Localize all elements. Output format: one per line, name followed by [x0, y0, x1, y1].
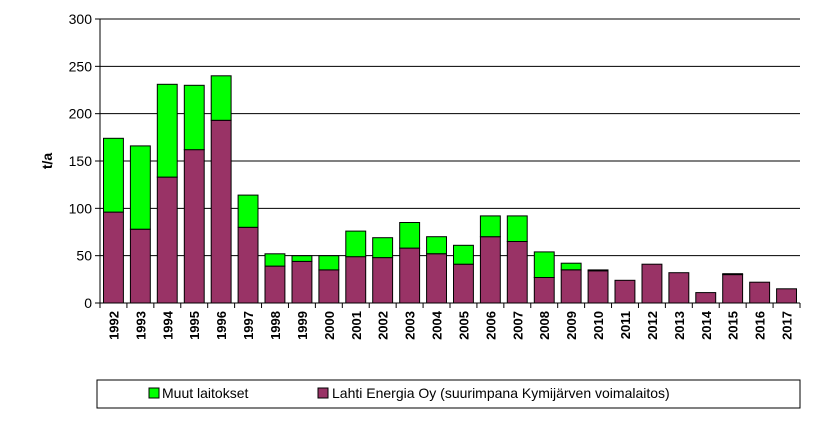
x-tick-label-1998: 1998: [268, 311, 283, 340]
bar-lahti-1996: [210, 119, 232, 304]
bar-lahti-1997: [237, 226, 259, 304]
bar-lahti-2011: [614, 279, 636, 304]
axes: [95, 18, 801, 308]
bar-muut-2000: [318, 255, 340, 271]
bar-lahti-2014: [695, 292, 717, 304]
x-tick-labels: 1992 1993 1994 1995 1996 1997 1998 1999 2000 2001…: [107, 310, 795, 340]
bar-muut-1993: [129, 145, 151, 230]
x-tick-label-1992: 1992: [107, 311, 122, 340]
y-tick-label: 250: [69, 58, 93, 74]
y-tick-label: 50: [76, 248, 92, 264]
y-tick-label: 200: [69, 106, 93, 122]
y-tick-label: 150: [69, 153, 93, 169]
grid-lines: [100, 18, 800, 257]
bar-lahti-2013: [668, 272, 690, 304]
x-tick-label-2001: 2001: [349, 311, 364, 340]
bar-muut-2005: [453, 244, 474, 265]
bar-lahti-2015: [722, 274, 744, 304]
x-tick-label-2000: 2000: [322, 311, 337, 340]
x-tick-label-2006: 2006: [483, 311, 498, 340]
bar-muut-1998: [264, 253, 286, 267]
legend-label-lahti: Lahti Energia Oy (suurimpana Kymijärven …: [332, 385, 670, 401]
bar-muut-1997: [237, 194, 259, 228]
x-tick-label-1997: 1997: [241, 311, 256, 340]
bar-muut-1994: [156, 83, 178, 178]
bar-muut-2007: [506, 215, 528, 242]
legend: Muut laitokset Lahti Energia Oy (suurimp…: [96, 379, 801, 409]
bar-muut-2002: [372, 237, 394, 259]
y-tick-label: 0: [84, 295, 92, 311]
bar-lahti-1992: [103, 211, 124, 304]
x-tick-label-1995: 1995: [187, 311, 202, 340]
x-tick-label-1999: 1999: [295, 311, 310, 340]
bar-muut-2008: [533, 251, 555, 278]
x-tick-label-2016: 2016: [753, 311, 768, 340]
bar-lahti-2003: [399, 247, 421, 304]
x-tick-label-2011: 2011: [618, 311, 633, 339]
bar-lahti-1995: [183, 149, 205, 304]
x-tick-label-2017: 2017: [780, 311, 795, 340]
x-tick-label-2004: 2004: [430, 310, 445, 340]
bar-muut-2015: [722, 273, 744, 276]
bar-muut-2004: [426, 236, 448, 255]
bar-muut-1996: [210, 75, 232, 121]
x-tick-label-2012: 2012: [645, 311, 660, 340]
x-tick-label-2015: 2015: [726, 311, 741, 340]
x-tick-label-2003: 2003: [403, 311, 418, 340]
bar-lahti-2012: [641, 263, 663, 304]
x-tick-label-1996: 1996: [214, 311, 229, 340]
bar-lahti-1999: [291, 260, 313, 304]
bar-lahti-2000: [318, 269, 340, 304]
x-tick-label-1993: 1993: [133, 311, 148, 340]
x-tick-label-1994: 1994: [160, 310, 175, 340]
y-tick-label: 300: [69, 11, 93, 27]
bar-lahti-2005: [453, 263, 474, 304]
x-tick-label-2010: 2010: [591, 311, 606, 340]
bar-muut-1992: [103, 137, 124, 213]
bar-muut-1999: [291, 255, 313, 262]
bar-muut-1995: [183, 84, 205, 151]
bar-lahti-2017: [776, 288, 797, 304]
legend-swatch-muut: [148, 387, 160, 399]
bar-lahti-2008: [533, 276, 555, 304]
bar-lahti-1993: [129, 228, 151, 304]
bars: [103, 75, 797, 304]
bar-muut-2006: [479, 215, 501, 238]
bar-lahti-2002: [372, 257, 394, 304]
y-axis-label: t/a: [39, 153, 55, 170]
x-tick-label-2013: 2013: [672, 311, 687, 340]
bar-lahti-2006: [479, 236, 501, 304]
legend-box: [96, 379, 801, 409]
legend-swatch-lahti: [317, 387, 329, 399]
x-tick-label-2002: 2002: [376, 311, 391, 340]
x-tick-label-2007: 2007: [510, 311, 525, 340]
bar-muut-2009: [560, 262, 582, 271]
x-tick-label-2005: 2005: [457, 311, 472, 340]
bar-lahti-1998: [264, 265, 286, 304]
bar-lahti-2007: [506, 241, 528, 304]
x-tick-label-2008: 2008: [537, 311, 552, 340]
y-tick-labels: 0 50 100 150 200 250 300: [69, 11, 93, 311]
bar-lahti-2001: [345, 256, 367, 304]
bar-lahti-2009: [560, 269, 582, 304]
bar-lahti-2004: [426, 253, 448, 304]
x-tick-label-2009: 2009: [564, 311, 579, 340]
y-tick-label: 100: [69, 200, 93, 216]
x-tick-label-2014: 2014: [699, 310, 714, 340]
bar-muut-2003: [399, 222, 421, 249]
bar-lahti-1994: [156, 176, 178, 304]
legend-label-muut: Muut laitokset: [162, 385, 248, 401]
bar-muut-2001: [345, 230, 367, 258]
bar-muut-2010: [587, 269, 609, 272]
bar-lahti-2010: [587, 270, 609, 304]
bar-lahti-2016: [749, 281, 771, 304]
